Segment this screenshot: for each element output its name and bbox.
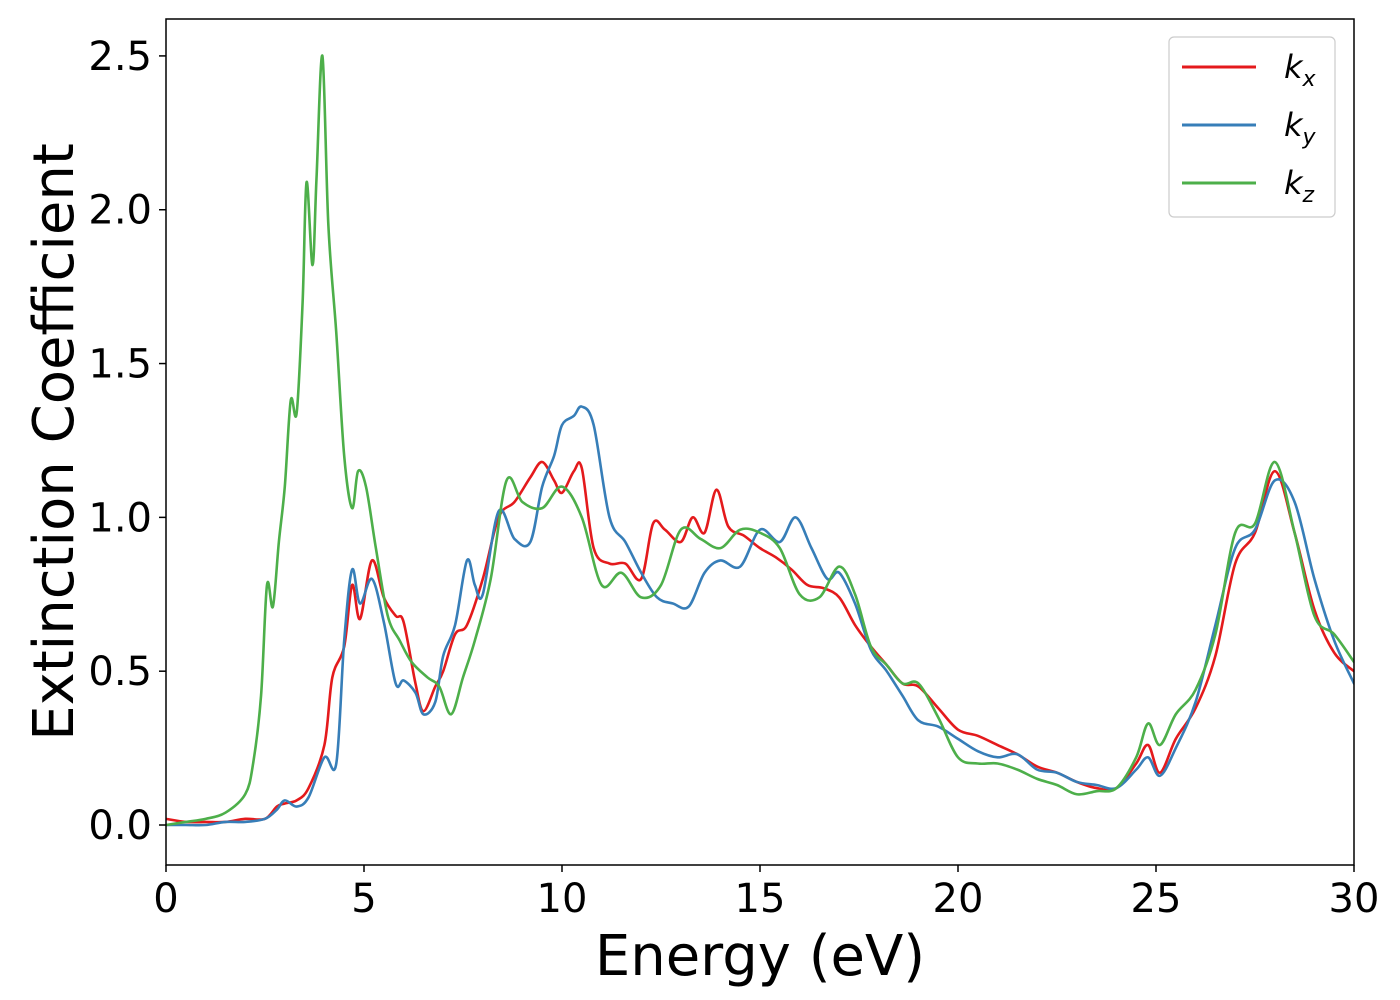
x-tick-label: 5	[351, 876, 376, 922]
legend-label-ky: ky	[1284, 106, 1317, 150]
legend-label-kz: kz	[1284, 164, 1315, 208]
y-tick-label: 2.5	[88, 34, 152, 80]
x-tick-label: 0	[153, 876, 178, 922]
y-tick-label: 1.5	[88, 342, 152, 388]
y-axis-label: Extinction Coefficient	[22, 143, 87, 741]
legend-box	[1168, 36, 1336, 218]
legend-label-kx: kx	[1284, 48, 1317, 92]
y-tick-label: 0.5	[88, 649, 152, 695]
legend: kx ky kz	[1168, 36, 1336, 218]
x-tick-label: 15	[735, 876, 786, 922]
y-tick-label: 2.0	[88, 188, 152, 234]
series-line-kz	[166, 54, 1354, 827]
x-tick-label: 10	[537, 876, 588, 922]
x-tick-label: 20	[933, 876, 984, 922]
series-layer	[166, 54, 1354, 827]
y-tick-label: 1.0	[88, 495, 152, 541]
x-tick-label: 25	[1131, 876, 1182, 922]
x-tick-label: 30	[1329, 876, 1380, 922]
y-tick-label: 0.0	[88, 803, 152, 849]
x-axis-label: Energy (eV)	[595, 924, 925, 989]
ticks-layer: 0 5 10 15 20 25 30 0.0 0.5 1.0 1.5 2.0 2.5	[88, 34, 1379, 922]
